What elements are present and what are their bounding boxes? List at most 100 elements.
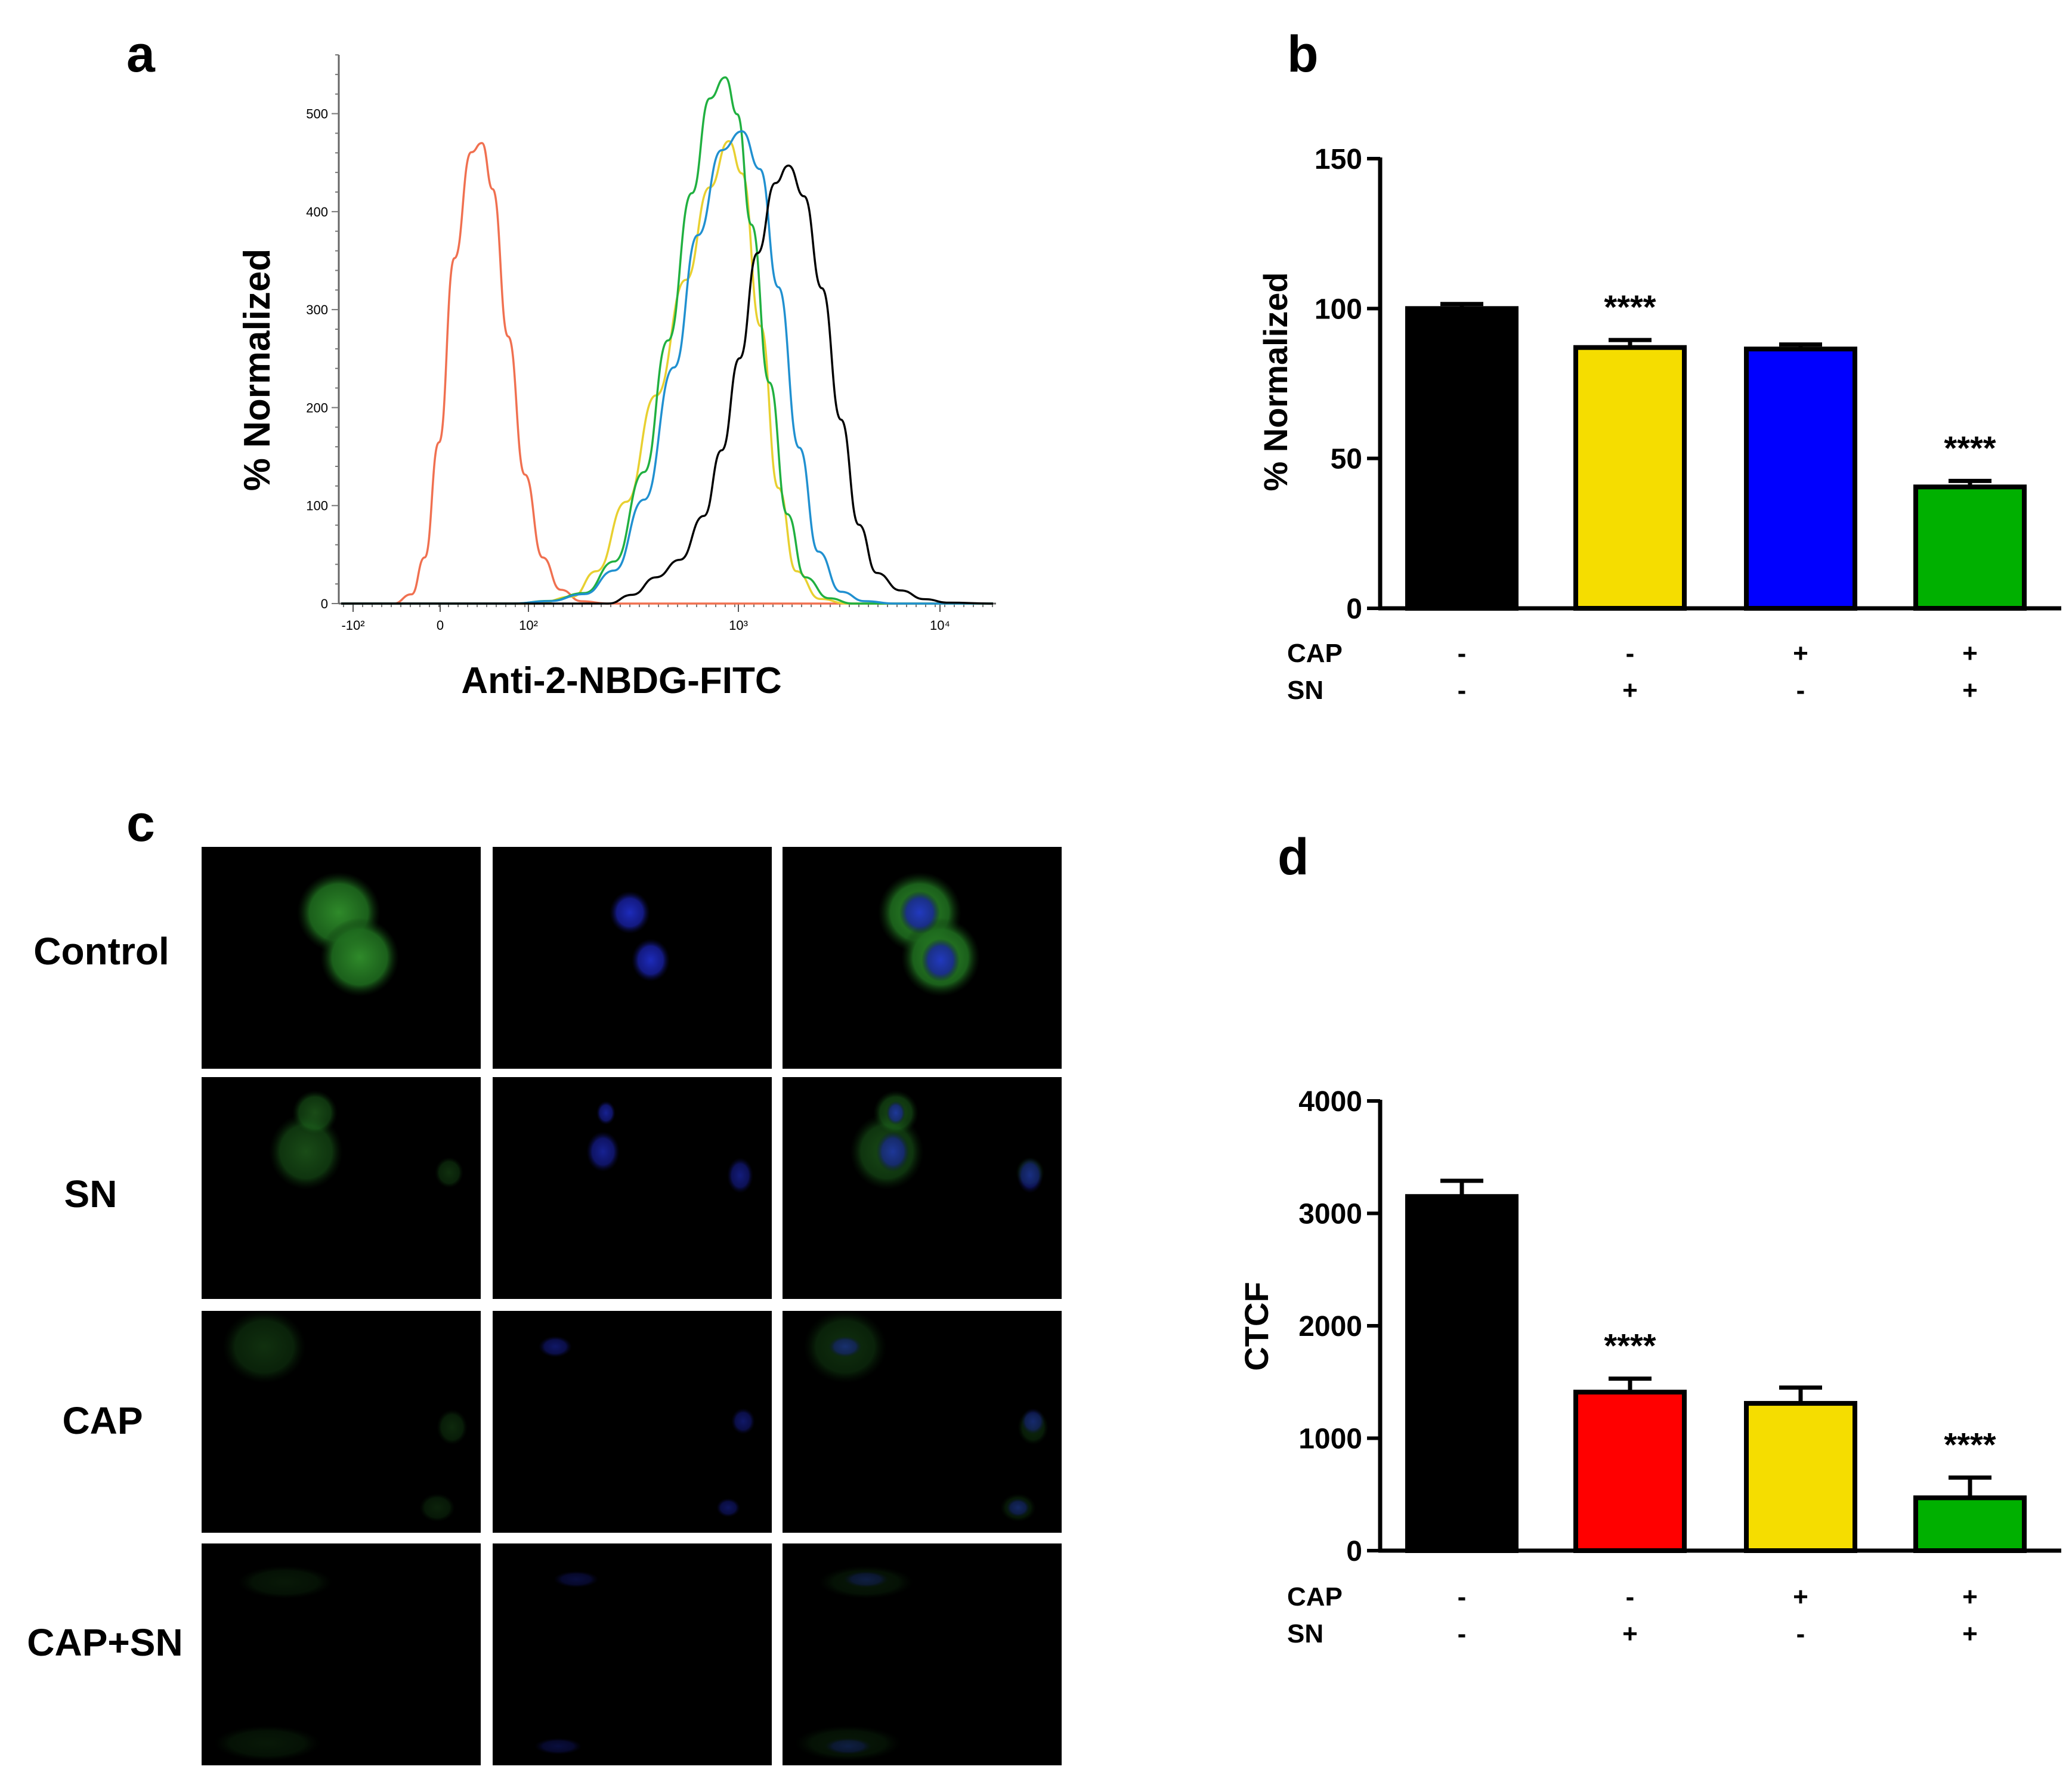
panel-letter-c: c [126, 795, 155, 852]
factor-level-label: - [1796, 1619, 1805, 1648]
micrograph-tile [493, 1077, 772, 1299]
histogram-y-tick-label: 200 [306, 400, 328, 415]
green-cell [292, 1090, 338, 1136]
blue-nucleus [1021, 1408, 1045, 1434]
histogram-x-tick-label: -10² [341, 618, 364, 633]
blue-nucleus [596, 1101, 616, 1125]
bar-y-tick-label: 100 [1315, 293, 1362, 325]
bar-y-tick-label: 4000 [1298, 1086, 1362, 1118]
panel-letter-d: d [1278, 828, 1309, 886]
micrograph-tile [493, 1311, 772, 1533]
bar-chart-d: 0 1000 2000 3000 4000 **** **** CAP - - + + SN - + - +… [1238, 1086, 2061, 1648]
blue-nucleus [731, 1408, 755, 1434]
blue-nucleus [586, 1131, 620, 1172]
histogram-y-label: % Normalized [237, 249, 278, 491]
factor-level-label: - [1796, 676, 1805, 705]
factor-level-label: + [1962, 1582, 1978, 1611]
bar-y-tick-label: 1000 [1298, 1424, 1362, 1455]
micrograph-tile [783, 1310, 1062, 1533]
bar [1573, 1390, 1687, 1554]
blue-nucleus [1017, 1158, 1043, 1193]
micrograph-row-label: Control [33, 930, 169, 973]
histogram-y-tick-label: 0 [321, 596, 328, 611]
factor-level-label: - [1458, 676, 1467, 705]
micrograph-background [783, 1077, 1062, 1299]
bar [1913, 484, 2027, 611]
bar [1913, 1495, 2027, 1554]
blue-nucleus [534, 1738, 582, 1755]
bar-y-tick-label: 3000 [1298, 1199, 1362, 1230]
histogram-series-line [341, 142, 993, 605]
blue-nucleus [727, 1158, 753, 1193]
histogram-series-line [341, 164, 994, 605]
bar-y-tick-label: 150 [1315, 144, 1362, 175]
factor-level-label: + [1962, 1619, 1978, 1648]
green-cell [237, 1566, 333, 1599]
significance-label: **** [1604, 288, 1656, 326]
micrograph-tile [202, 1543, 481, 1765]
blue-nucleus [876, 1131, 910, 1172]
histogram-y-tick-label: 500 [306, 107, 328, 122]
factor-level-label: - [1458, 1619, 1467, 1648]
micrograph-background [493, 1077, 772, 1299]
factor-level-label: - [1458, 1582, 1467, 1611]
factor-name-label: CAP [1287, 639, 1343, 668]
micrograph-tile [783, 1077, 1062, 1299]
histogram-series-line [341, 76, 993, 605]
bar [1405, 306, 1519, 611]
blue-nucleus [899, 891, 940, 934]
micrograph-row-label: SN [64, 1173, 117, 1215]
factor-level-label: + [1793, 1582, 1808, 1611]
factor-level-label: + [1962, 639, 1978, 668]
factor-level-label: - [1626, 639, 1635, 668]
green-cell [419, 1493, 455, 1522]
blue-nucleus [610, 891, 650, 934]
histogram-y-tick-label: 100 [306, 499, 328, 513]
histogram-series-line [341, 140, 993, 605]
factor-level-label: + [1962, 676, 1978, 705]
significance-label: **** [1944, 1425, 1996, 1463]
green-cell [214, 1725, 321, 1761]
micrograph-tile [202, 1310, 481, 1533]
histogram-x-tick-label: 10⁴ [930, 618, 950, 633]
blue-nucleus [539, 1336, 572, 1357]
blue-nucleus [843, 1571, 889, 1588]
factor-name-label: SN [1287, 676, 1323, 705]
bar [1744, 347, 1857, 611]
significance-label: **** [1944, 429, 1996, 466]
blue-nucleus [632, 939, 670, 982]
blue-nucleus [828, 1336, 862, 1357]
factor-level-label: - [1458, 639, 1467, 668]
panel-letter-a: a [126, 26, 156, 83]
factor-name-label: CAP [1287, 1582, 1343, 1611]
green-cell [320, 918, 399, 997]
bar-y-tick-label: 2000 [1298, 1311, 1362, 1342]
bar-chart-d-y-label: CTCF [1238, 1282, 1275, 1371]
panel-letter-b: b [1287, 26, 1319, 83]
micrograph-tile [493, 847, 772, 1069]
green-cell [435, 1157, 463, 1188]
micrograph-row-label: CAP+SN [27, 1621, 183, 1664]
bar [1744, 1401, 1857, 1553]
histogram-y-tick-label: 300 [306, 302, 328, 317]
micrograph-row-label: CAP [62, 1399, 143, 1442]
factor-level-label: + [1622, 1619, 1638, 1648]
histogram-x-tick-label: 0 [437, 618, 444, 633]
micrograph-tile [783, 847, 1062, 1069]
factor-name-label: SN [1287, 1619, 1323, 1648]
blue-nucleus [824, 1738, 872, 1755]
bar-y-tick-label: 0 [1346, 1536, 1362, 1567]
bar-y-tick-label: 0 [1346, 593, 1362, 625]
blue-nucleus [886, 1101, 905, 1125]
blue-nucleus [716, 1498, 740, 1517]
bar [1573, 345, 1687, 611]
histogram-x-tick-label: 10² [519, 618, 538, 633]
histogram-x-label: Anti-2-NBDG-FITC [461, 660, 781, 701]
histogram-x-tick-label: 10³ [729, 618, 748, 633]
significance-label: **** [1604, 1327, 1656, 1365]
blue-nucleus [921, 939, 960, 982]
bar-chart-b: 0 50 100 150 **** **** CAP - - + + SN - + - + % Norma… [1257, 144, 2061, 705]
micrograph-grid: Control SN CAP CAP+SN [27, 847, 1062, 1765]
bar [1405, 1194, 1519, 1553]
